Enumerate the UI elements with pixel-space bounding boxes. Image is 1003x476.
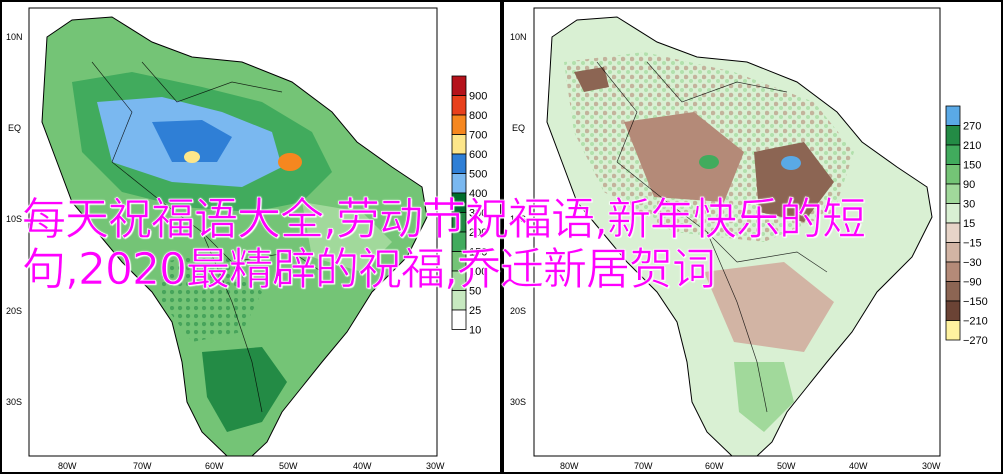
legend-label: 210 [963,140,981,152]
anomaly-map: 10N EQ 10S 20S 30S 80W 70W 60W 50W 40W 3… [510,7,988,471]
lon-tick-label: 30W [426,461,445,471]
precipitation-map: 10N EQ 10S 20S 30S 80W 70W 60W 50W 40W 3… [6,7,487,471]
legend-label: 50 [469,286,481,298]
lon-tick-label: 80W [560,461,579,471]
anomaly-legend: 270 210 150 90 30 15 −15 −30 −90 −150 −210 −270 [945,105,988,347]
legend-swatch [451,309,467,330]
legend-label: −270 [963,335,988,347]
lat-tick-label: 20S [6,306,22,316]
lon-tick-label: 50W [777,461,796,471]
legend-label: 150 [469,247,487,259]
lat-tick-label: EQ [8,123,21,133]
legend-label: 900 [469,91,487,103]
legend-label: 500 [469,169,487,181]
legend-swatch [945,144,961,165]
latitude-ticks: 10N EQ 10S 20S 30S [510,32,527,407]
overlay-headline: 每天祝福语大全,劳动节祝福语,新年快乐的短句,2020最精辟的祝福,乔迁新居贺词 [22,194,867,295]
lon-tick-label: 50W [279,461,298,471]
lon-tick-label: 70W [634,461,653,471]
lon-tick-label: 70W [133,461,152,471]
longitude-ticks: 80W 70W 60W 50W 40W 30W [560,461,941,471]
lon-tick-label: 60W [705,461,724,471]
lat-tick-label: 10N [6,32,23,42]
lon-tick-label: 40W [353,461,372,471]
legend-swatch [945,164,961,185]
lon-tick-label: 30W [922,461,941,471]
legend-label: 150 [963,160,981,172]
lat-tick-label: 20S [510,306,526,316]
lat-tick-label: EQ [512,123,525,133]
anomaly-map-panel: 10N EQ 10S 20S 30S 80W 70W 60W 50W 40W 3… [502,0,1003,474]
legend-label: −15 [963,238,982,250]
legend-swatch [945,125,961,146]
legend-swatch [451,134,467,155]
legend-swatch [451,75,467,96]
legend-swatch [451,114,467,135]
lat-tick-label: 30S [510,397,526,407]
legend-swatch [451,95,467,116]
legend-label: −150 [963,296,988,308]
lon-tick-label: 60W [205,461,224,471]
legend-label: 200 [469,227,487,239]
legend-swatch [451,153,467,174]
legend-swatch [945,320,961,341]
lat-tick-label: 10S [6,214,22,224]
lat-tick-label: 10N [510,32,527,42]
precipitation-legend: 900 800 700 600 500 400 300 200 150 100 50 25 10 [451,75,487,337]
lat-tick-label: 10S [510,214,526,224]
legend-label: −30 [963,257,982,269]
legend-label: 270 [963,121,981,133]
country-borders [91,61,323,413]
legend-label: 800 [469,110,487,122]
legend-label: 15 [963,218,975,230]
lon-tick-label: 40W [849,461,868,471]
latitude-ticks: 10N EQ 10S 20S 30S [6,32,23,407]
legend-label: 30 [963,199,975,211]
legend-label: 10 [469,325,481,337]
legend-label: 90 [963,179,975,191]
legend-label: 25 [469,305,481,317]
legend-label: 400 [469,188,487,200]
legend-swatch [451,173,467,194]
country-borders [596,61,828,413]
lat-tick-label: 30S [6,397,22,407]
legend-label: 600 [469,149,487,161]
legend-swatch [945,300,961,321]
precipitation-map-panel: 10N EQ 10S 20S 30S 80W 70W 60W 50W 40W 3… [0,0,502,474]
legend-swatch [945,105,961,126]
longitude-ticks: 80W 70W 60W 50W 40W 30W [58,461,445,471]
legend-label: 300 [469,208,487,220]
lon-tick-label: 80W [58,461,77,471]
legend-label: −90 [963,277,982,289]
legend-label: 100 [469,266,487,278]
legend-label: 700 [469,130,487,142]
legend-label: −210 [963,316,988,328]
